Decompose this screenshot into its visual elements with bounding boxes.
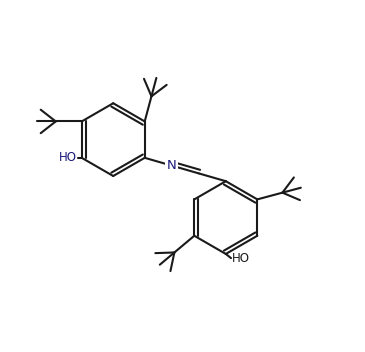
- Text: HO: HO: [232, 252, 250, 265]
- Text: N: N: [166, 159, 176, 172]
- Text: HO: HO: [59, 151, 77, 164]
